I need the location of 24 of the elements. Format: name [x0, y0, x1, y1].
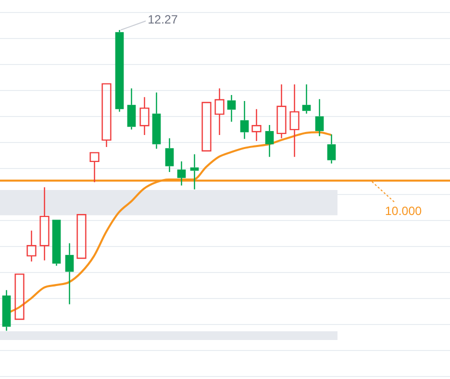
candlestick — [252, 108, 262, 142]
candlestick — [90, 152, 100, 183]
candlestick — [40, 186, 50, 261]
candlestick — [315, 98, 324, 137]
candlestick — [26, 230, 36, 262]
candlestick — [2, 290, 11, 332]
candlestick — [165, 138, 174, 173]
candlestick — [240, 100, 249, 140]
candlestick — [327, 134, 336, 164]
candlestick — [276, 84, 286, 139]
candlestick — [190, 154, 199, 190]
candlestick — [290, 84, 300, 158]
candlestick — [152, 92, 161, 150]
candlestick — [65, 242, 74, 305]
annotation: 10.000 — [385, 204, 422, 218]
candlestick — [140, 96, 150, 136]
candlestick — [52, 220, 61, 266]
candlestick — [227, 94, 236, 122]
candlestick — [214, 88, 224, 136]
candlestick — [265, 124, 274, 158]
text: 12.27 — [148, 12, 178, 26]
candlestick — [127, 88, 136, 130]
candlestick — [177, 160, 186, 186]
candlestick — [302, 84, 311, 114]
